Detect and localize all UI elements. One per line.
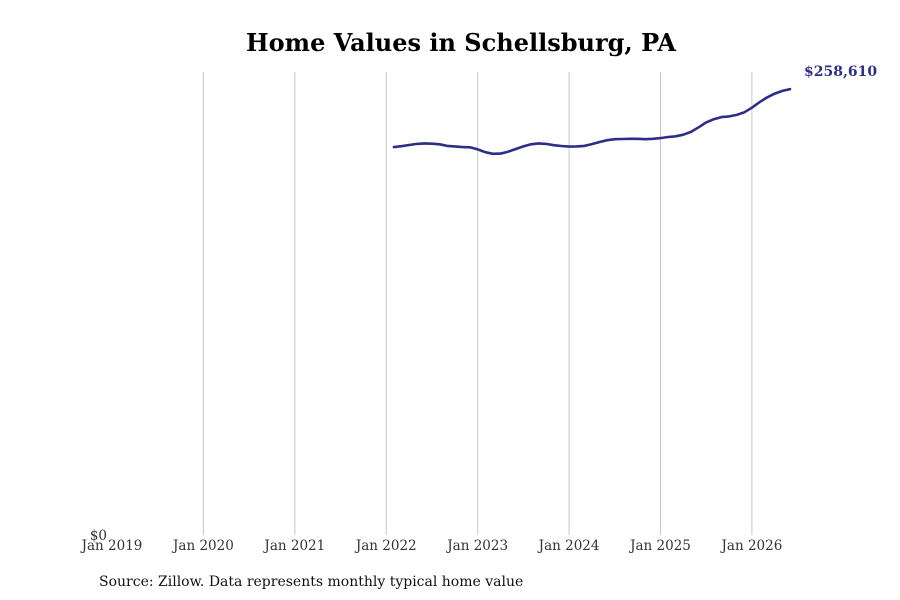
- x-tick-label-2025: Jan 2025: [628, 538, 691, 554]
- series-line-home-value: [392, 87, 792, 156]
- x-tick-label-2022: Jan 2022: [354, 538, 417, 554]
- x-tick-label-2023: Jan 2023: [445, 538, 508, 554]
- x-axis-ticks: Jan 2019 Jan 2020 Jan 2021 Jan 2022 Jan 2023…: [80, 538, 783, 554]
- x-tick-label-2024: Jan 2024: [537, 538, 600, 554]
- gridlines: [202, 72, 753, 535]
- x-tick-label-2021: Jan 2021: [262, 538, 325, 554]
- chart-title: Home Values in Schellsburg, PA: [246, 28, 676, 57]
- x-tick-label-2026: Jan 2026: [720, 538, 783, 554]
- y-axis-zero-label: $0: [90, 528, 107, 544]
- x-tick-label-2019: Jan 2019: [80, 538, 143, 554]
- last-value-label: $258,610: [804, 64, 877, 80]
- x-tick-label-2020: Jan 2020: [171, 538, 234, 554]
- source-note: Source: Zillow. Data represents monthly …: [99, 574, 524, 590]
